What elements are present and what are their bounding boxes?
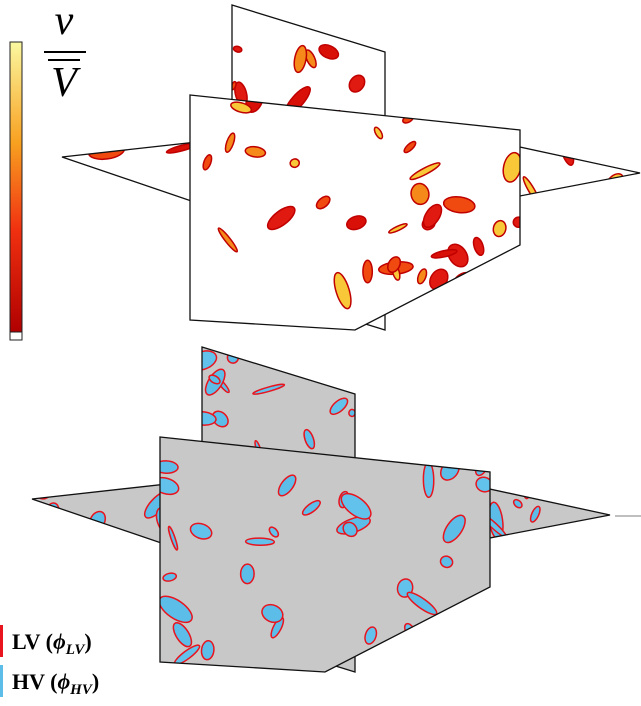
pore xyxy=(468,635,482,646)
pore xyxy=(363,13,379,33)
pore xyxy=(510,478,540,490)
legend: LV (ϕLV)HV (ϕHV) xyxy=(0,625,99,698)
pore xyxy=(68,461,93,486)
pore xyxy=(240,564,254,584)
pore xyxy=(547,538,577,559)
paren: ( xyxy=(40,629,53,654)
pore xyxy=(512,98,524,110)
paren: ( xyxy=(45,669,58,694)
legend-part: LV xyxy=(65,642,87,658)
pore xyxy=(380,651,396,658)
paren: ) xyxy=(84,629,91,654)
legend-part: ϕ xyxy=(53,629,66,654)
pore xyxy=(493,561,519,590)
pore xyxy=(499,109,511,114)
pore xyxy=(246,538,275,546)
pore xyxy=(574,457,591,476)
pore xyxy=(49,206,77,232)
pore xyxy=(340,359,351,374)
legend-part: HV xyxy=(12,669,45,694)
paren: ) xyxy=(92,669,99,694)
pore xyxy=(513,217,524,227)
legend-part: HV xyxy=(69,682,94,698)
pore xyxy=(431,635,439,655)
legend-swatch xyxy=(0,625,3,657)
pore xyxy=(545,485,570,497)
pore xyxy=(117,540,130,557)
pore xyxy=(534,541,549,555)
pore xyxy=(50,559,84,576)
pore xyxy=(542,542,550,554)
pore xyxy=(165,114,189,134)
pore xyxy=(527,468,548,488)
legend-swatch xyxy=(0,665,3,697)
pore xyxy=(442,287,453,298)
pore xyxy=(268,344,279,351)
legend-part: ϕ xyxy=(57,669,70,694)
pore xyxy=(413,657,441,682)
pore xyxy=(469,279,482,293)
pore xyxy=(627,125,641,134)
pore xyxy=(605,196,615,209)
colorbar-end xyxy=(10,332,22,340)
phase-slices xyxy=(32,344,610,682)
colorbar-numerator: v xyxy=(55,0,74,44)
pore xyxy=(547,548,570,578)
pore xyxy=(154,461,178,474)
legend-label: HV (ϕHV) xyxy=(12,669,99,698)
pore xyxy=(363,260,372,283)
pore xyxy=(364,0,393,29)
pore xyxy=(571,114,599,139)
colorbar-denominator: V xyxy=(51,60,81,106)
pore xyxy=(413,308,433,343)
slice-plane xyxy=(190,95,520,330)
velocity-slices xyxy=(49,0,641,343)
pore xyxy=(153,121,168,138)
pore xyxy=(437,428,467,459)
colorbar xyxy=(10,42,22,332)
pore xyxy=(140,220,161,238)
pore xyxy=(423,462,434,497)
pore xyxy=(521,461,531,498)
pore xyxy=(561,125,577,142)
legend-label: LV (ϕLV) xyxy=(12,629,92,658)
figure: v V LV (ϕLV)HV (ϕHV) xyxy=(0,0,641,706)
pore xyxy=(546,199,580,227)
legend-part: LV xyxy=(12,629,41,654)
